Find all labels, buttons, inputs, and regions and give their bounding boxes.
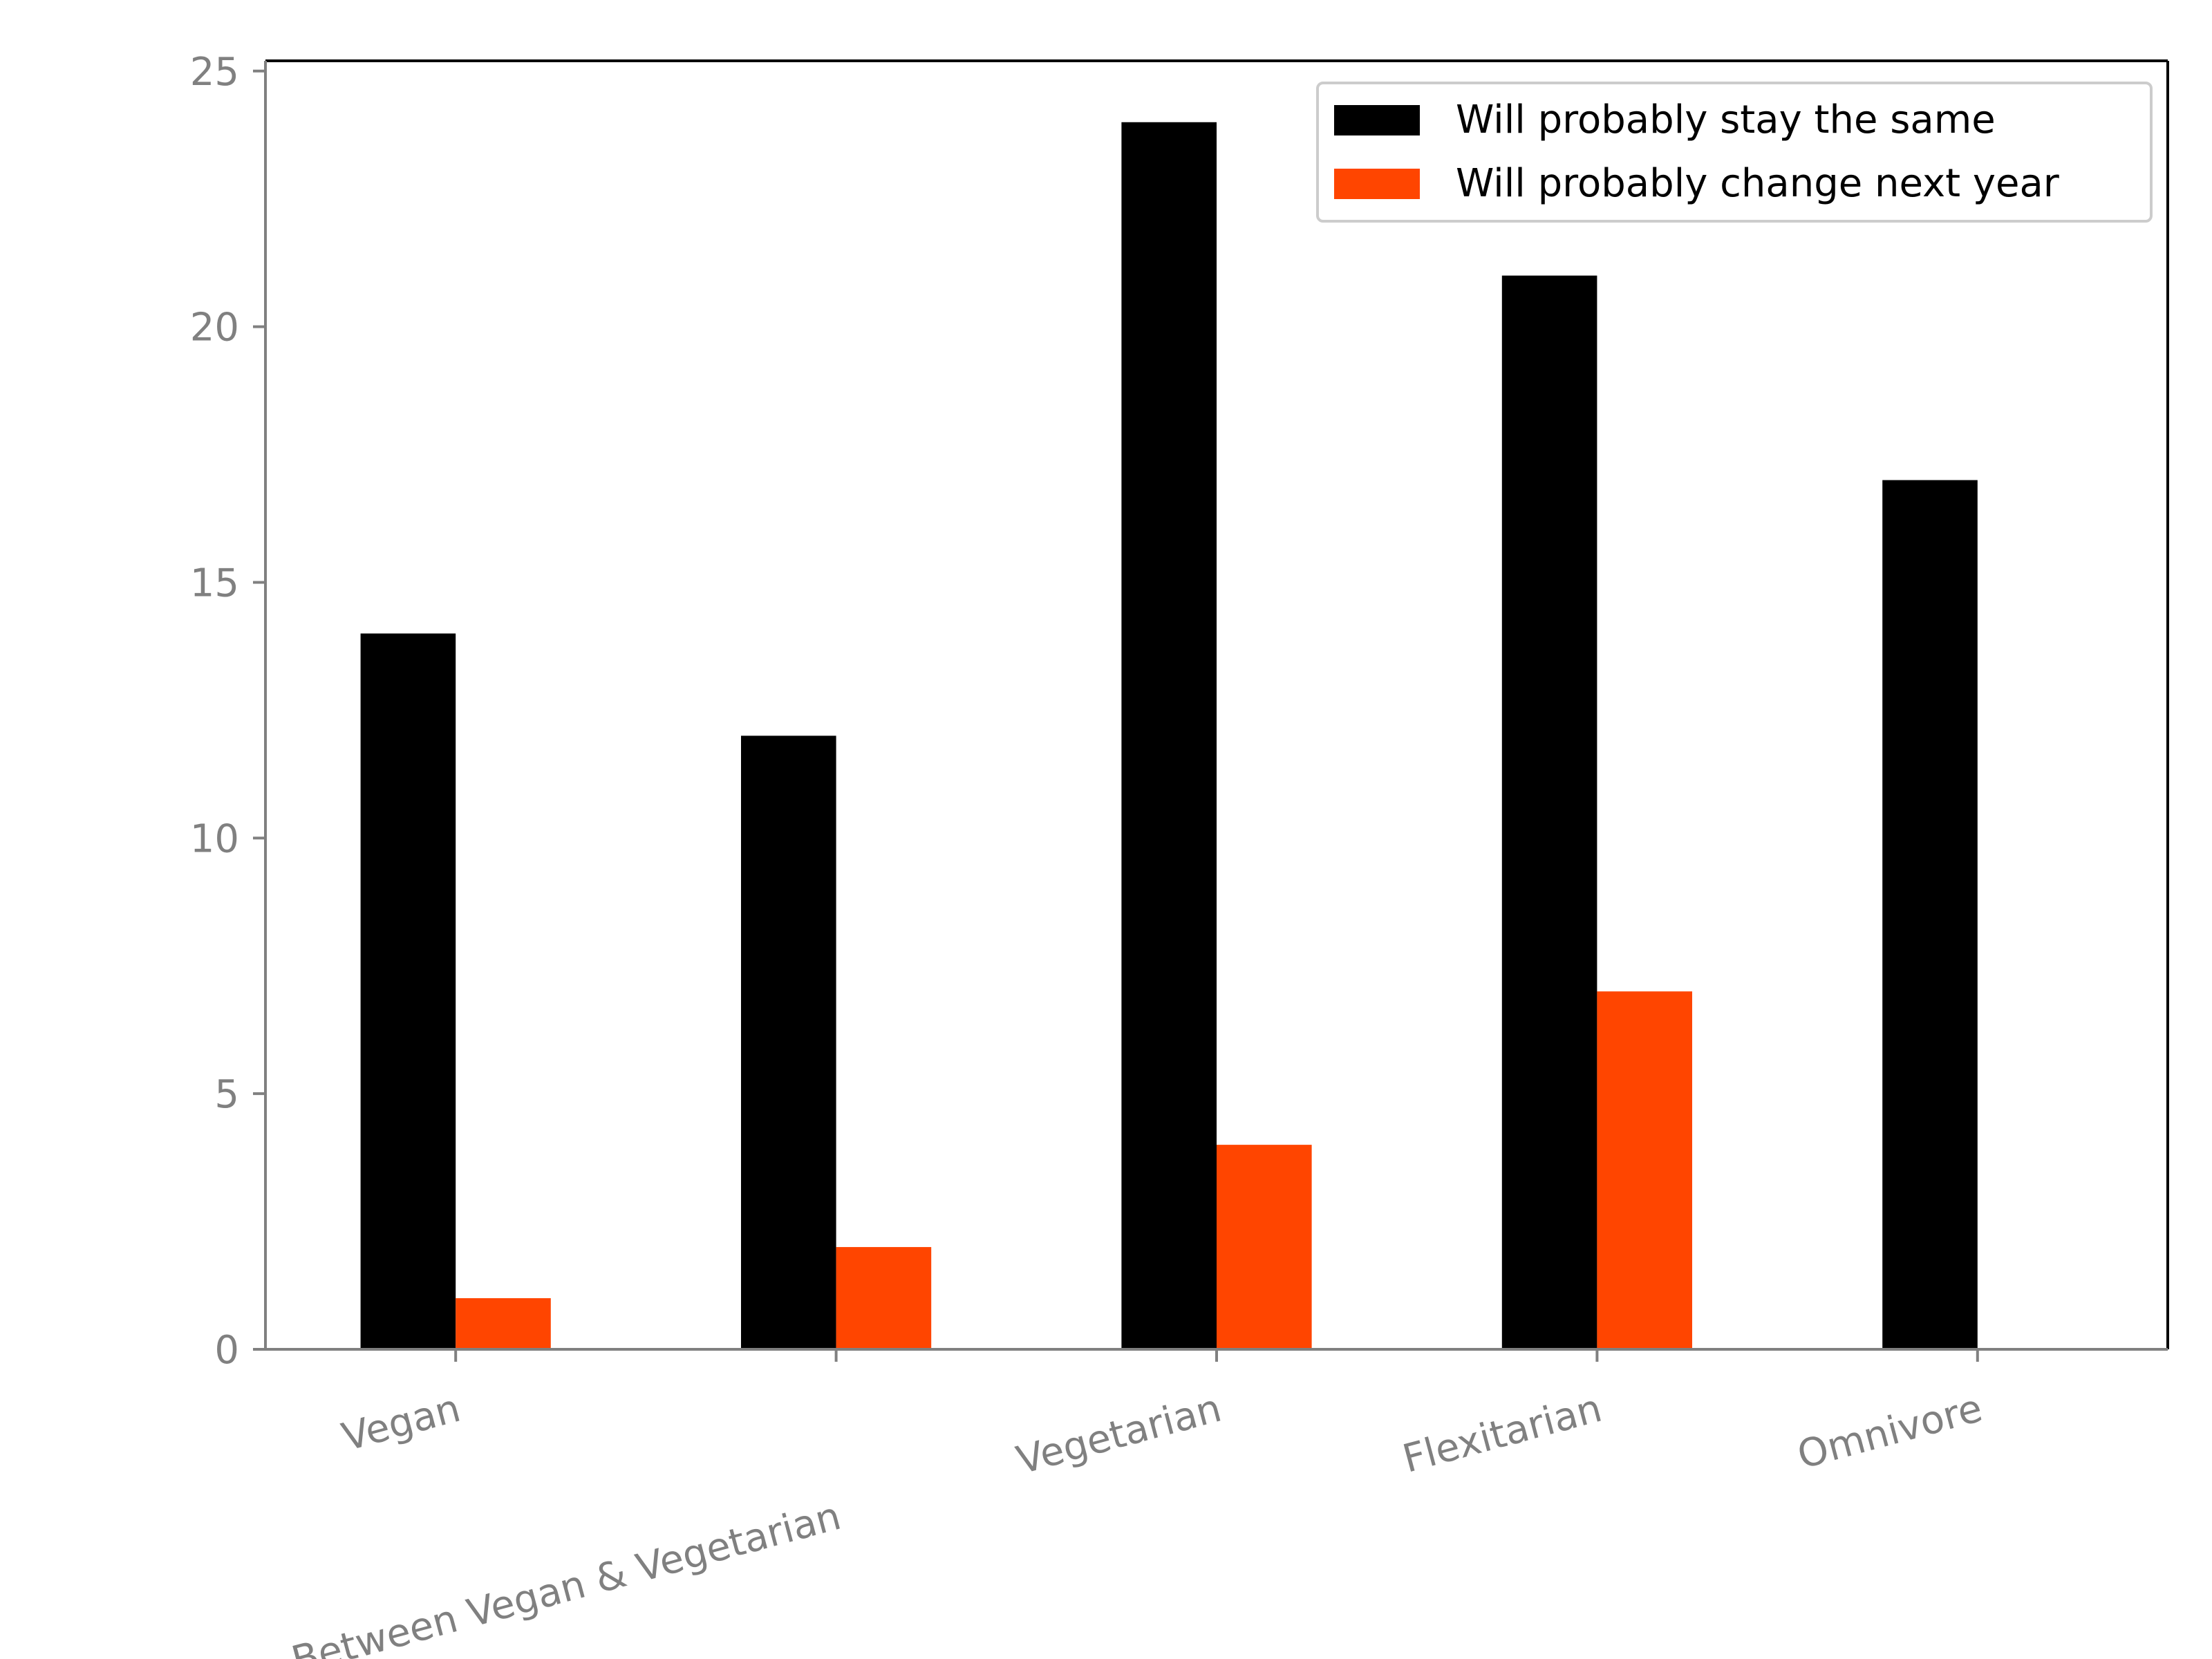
legend: Will probably stay the same Will probably… (1316, 82, 2153, 223)
legend-box (1316, 82, 2153, 223)
bar-stay-same-2 (1121, 122, 1217, 1349)
legend-label-0: Will probably stay the same (1456, 97, 1996, 142)
y-tick-label-15: 15 (190, 561, 239, 606)
y-tick-label-25: 25 (190, 50, 239, 95)
bar-change-next-year-1 (836, 1247, 932, 1349)
bars-group (360, 122, 1978, 1350)
legend-label-1: Will probably change next year (1456, 161, 2060, 206)
legend-swatch-1 (1334, 169, 1420, 199)
y-tick-label-20: 20 (190, 306, 239, 350)
y-tick-label-0: 0 (214, 1328, 239, 1373)
bar-change-next-year-3 (1597, 991, 1692, 1349)
legend-swatch-0 (1334, 105, 1420, 135)
bar-change-next-year-2 (1217, 1145, 1312, 1349)
bar-stay-same-1 (741, 735, 836, 1349)
bar-stay-same-3 (1501, 275, 1597, 1350)
bar-stay-same-4 (1882, 480, 1978, 1349)
bar-change-next-year-0 (456, 1298, 551, 1349)
bar-stay-same-0 (360, 633, 456, 1349)
y-tick-label-5: 5 (214, 1072, 239, 1117)
y-tick-label-10: 10 (190, 816, 239, 861)
